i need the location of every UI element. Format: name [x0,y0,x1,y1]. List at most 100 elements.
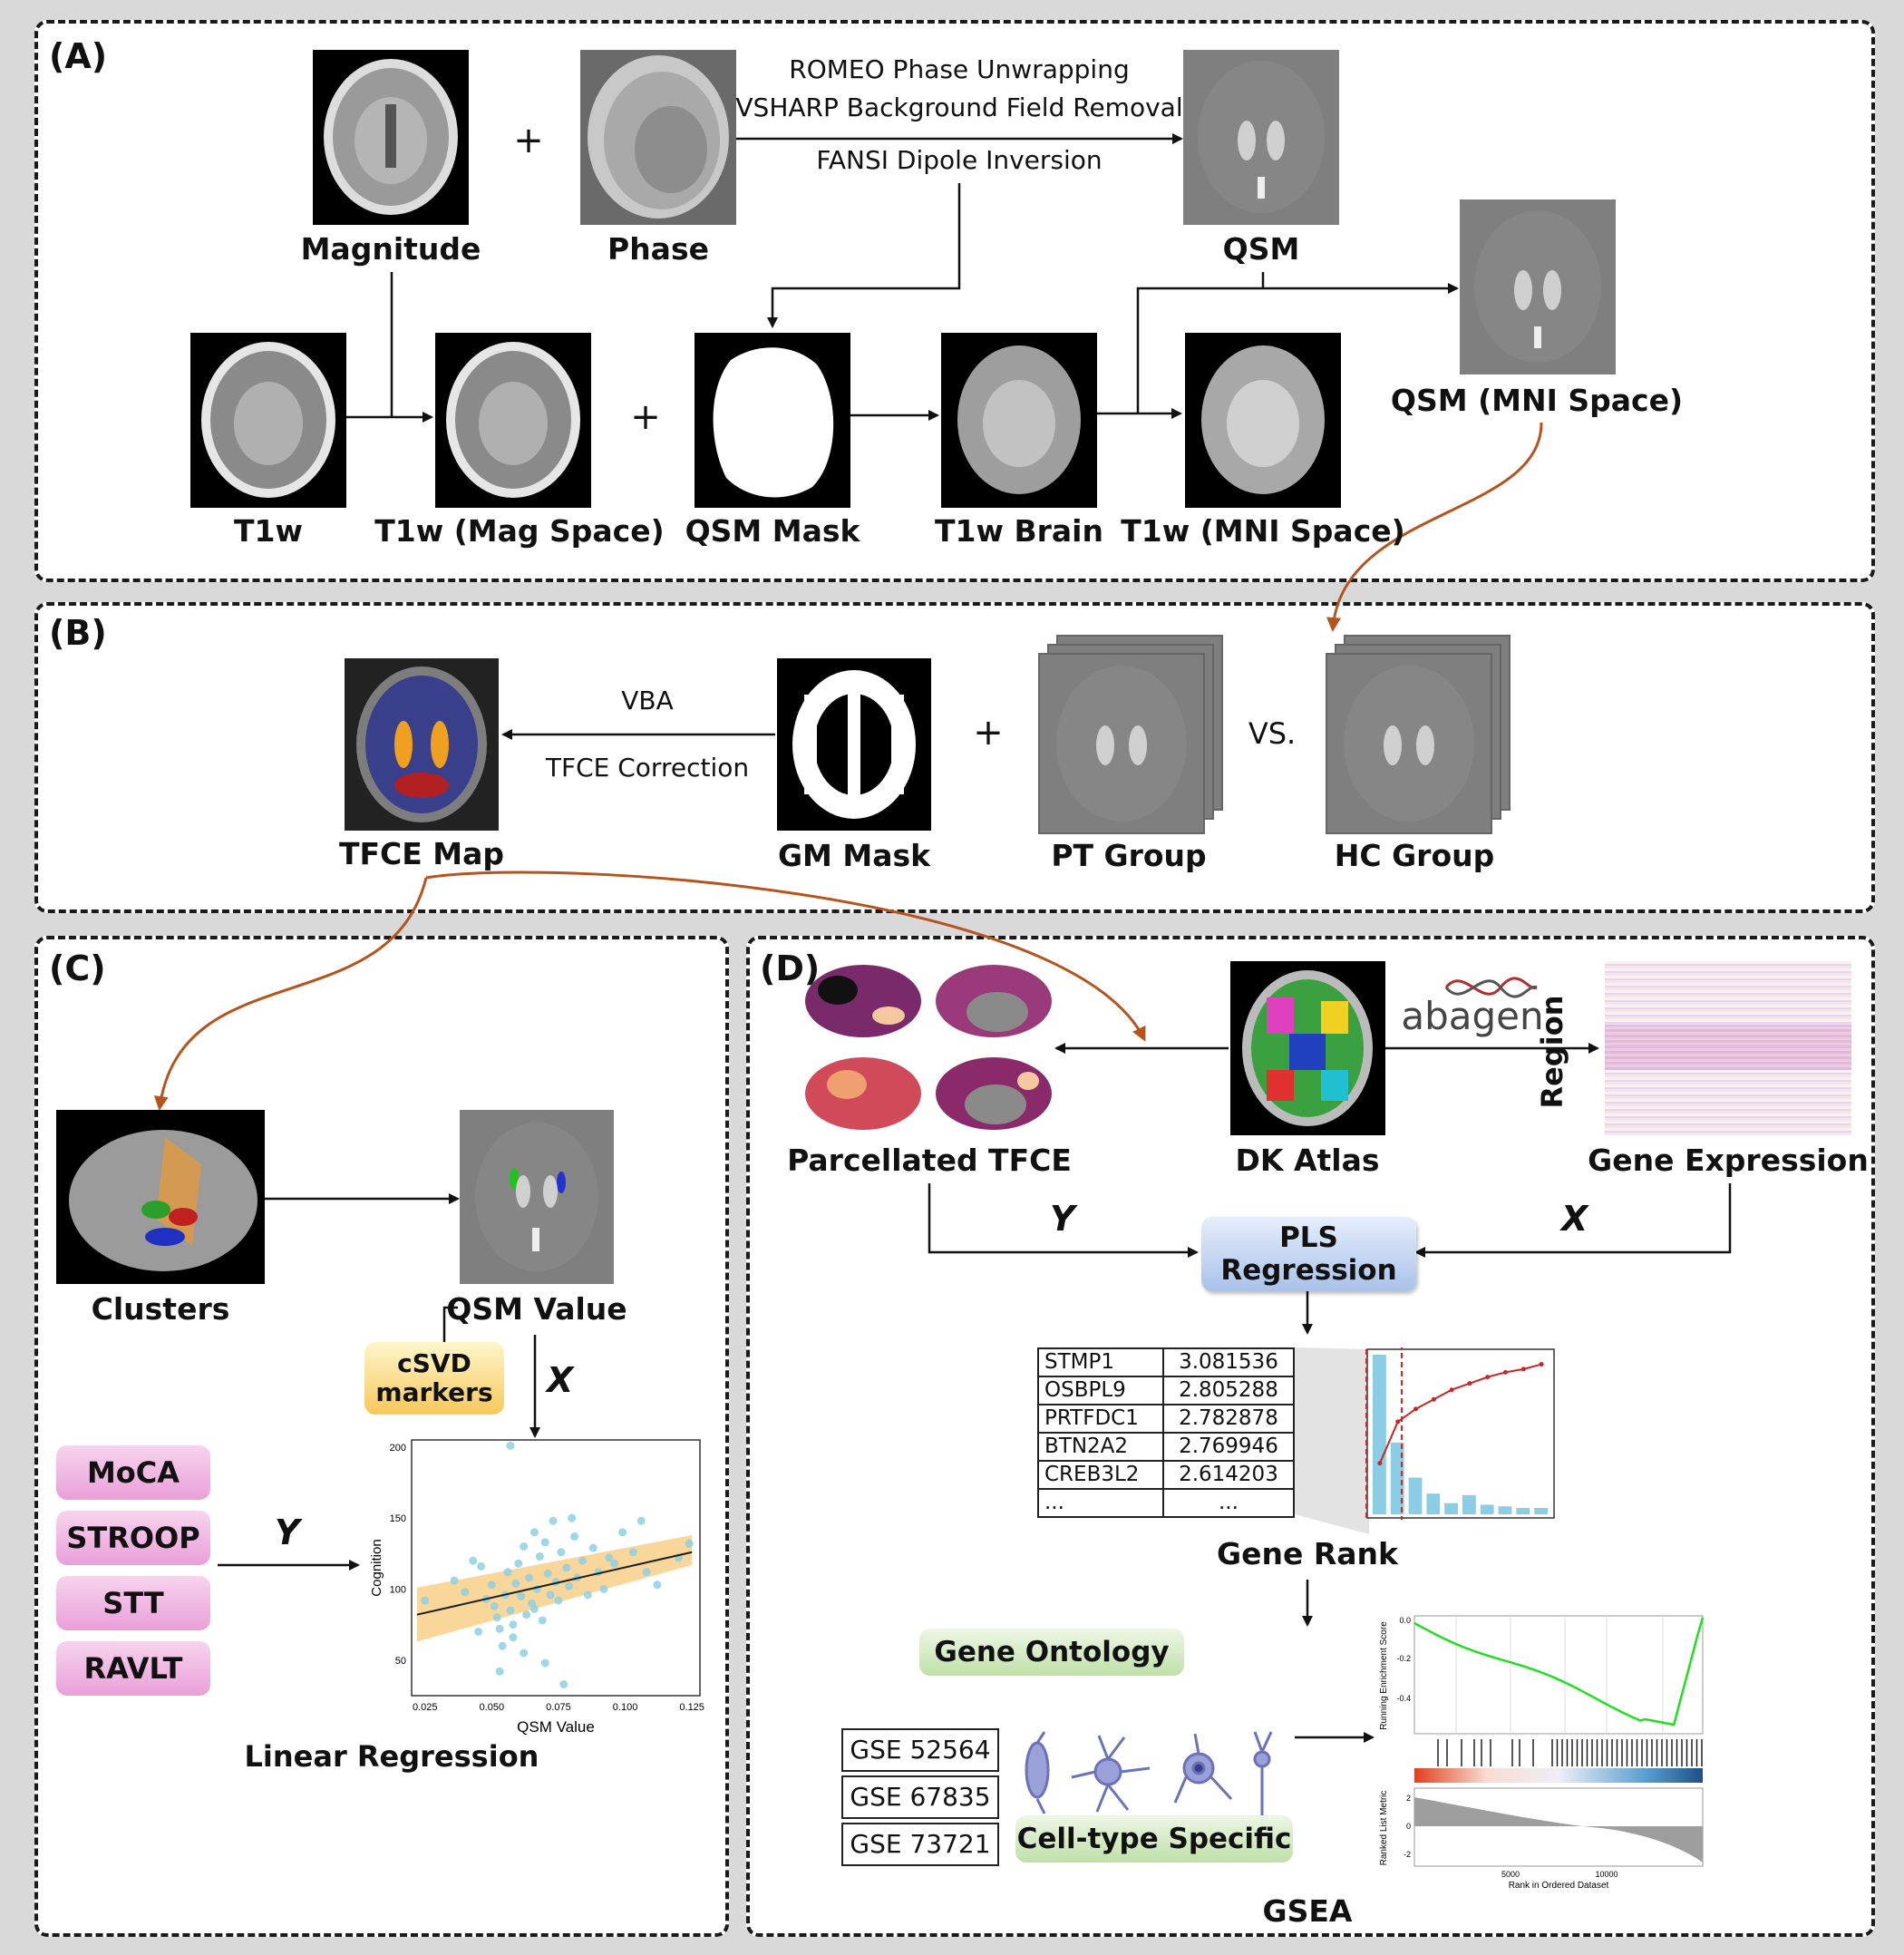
test-pill-stroop: STROOP [56,1511,210,1565]
test-label-ravlt: RAVLT [83,1651,183,1686]
gene-rank-bar [1390,1442,1404,1514]
dk-atlas-caption: DK Atlas [1235,1143,1380,1178]
vs-label: VS. [1248,716,1297,751]
t1w-mag-image [435,333,591,508]
scatter-point [517,1591,526,1600]
panel-c [34,936,729,1937]
test-pill-moca: MoCA [56,1445,210,1500]
cell-type-specific-pill: Cell-type Specific [1015,1815,1293,1863]
cumulative-point [1467,1381,1472,1386]
step-fansi: FANSI Dipole Inversion [816,145,1103,175]
gene-name-cell: PRTFDC1 [1037,1404,1164,1434]
tfce-correction-label: TFCE Correction [545,753,750,783]
scatter-xtick: 0.075 [546,1702,571,1713]
gsea-ytick-bottom-2: -2 [1404,1850,1411,1859]
neuron-icon [1253,1731,1273,1821]
scatter-xtick: 0.025 [413,1702,438,1713]
scatter-point [610,1559,619,1568]
scatter-point [653,1581,662,1590]
brain-lateral-left [805,965,921,1037]
gene-table-row: CREB3L2 2.614203 [1037,1460,1296,1490]
gene-expression-caption: Gene Expression [1588,1143,1869,1178]
scatter-point [469,1556,478,1565]
gsea-ytick-top-0: 0.0 [1399,1616,1411,1625]
scatter-point [506,1441,515,1450]
gene-rank-caption: Gene Rank [1217,1536,1398,1571]
parcellated-tfce-image [805,965,1052,1130]
hc-group-image [1326,653,1492,834]
cumulative-point [1449,1387,1454,1393]
scatter-point [599,1585,608,1593]
gene-rank-bar [1516,1507,1530,1514]
scatter-point [578,1556,587,1565]
gene-rank-chart [1365,1347,1555,1520]
gse-box-52564: GSE 52564 [841,1728,999,1772]
gsea-caption: GSEA [1262,1893,1353,1929]
qsm-value-caption: QSM Value [446,1291,627,1327]
scatter-point [605,1553,614,1562]
scatter-point [565,1581,574,1590]
gene-rank-bar [1444,1503,1458,1514]
tfce-map-caption: TFCE Map [338,836,505,871]
scatter-point [535,1551,544,1561]
scatter-point [529,1604,539,1613]
qsm-caption: QSM [1222,231,1300,267]
cumulative-point [1539,1362,1544,1367]
t1w-caption: T1w [234,513,303,549]
t1w-brain-image [941,333,1097,508]
gsea-rank-colorbar [1414,1768,1703,1783]
scatter-point [588,1543,597,1552]
scatter-point [514,1559,523,1568]
scatter-xtick: 0.100 [613,1702,638,1713]
cumulative-point [1413,1406,1418,1412]
gsea-xlabel: Rank in Ordered Dataset [1509,1881,1609,1891]
cumulative-point [1520,1367,1526,1372]
scatter-point [557,1548,566,1557]
gse-box-73721: GSE 73721 [841,1823,999,1866]
scatter-point [525,1573,534,1582]
scatter-point [474,1628,483,1636]
scatter-point [506,1606,515,1615]
plus-sign-a1: + [513,120,544,161]
gene-rank-bar [1498,1506,1512,1514]
scatter-point [568,1513,577,1522]
scatter-point [549,1516,558,1525]
pt-group-caption: PT Group [1051,838,1207,873]
oligodendrocyte-icon [1173,1733,1233,1804]
gm-mask-caption: GM Mask [777,838,931,873]
scatter-point [477,1561,486,1571]
scatter-xtick: 0.050 [480,1702,505,1713]
top-gene-highlight [1365,1347,1403,1520]
gene-rank-bar [1462,1494,1476,1514]
gene-name-cell: CREB3L2 [1037,1460,1164,1490]
pt-group-image [1038,653,1205,834]
qsm-mni-caption: QSM (MNI Space) [1390,383,1684,418]
gsea-es-area [1413,1615,1704,1735]
scatter-point [503,1568,512,1577]
brain-lateral-right [805,1057,921,1130]
confidence-band [416,1534,693,1642]
scatter-point [495,1624,504,1633]
scatter-ylabel: Cognition [369,1539,384,1596]
phase-caption: Phase [607,231,709,267]
regression-scatter-chart: 0.025 0.050 0.075 0.100 0.125 50 100 150 200 QSM… [369,1439,704,1736]
cumulative-point [1485,1375,1491,1380]
gene-rank-bar [1373,1355,1386,1514]
gene-ontology-label: Gene Ontology [934,1636,1170,1668]
hc-group-caption: HC Group [1334,838,1495,873]
test-label-stroop: STROOP [66,1521,200,1555]
scatter-ytick: 150 [390,1513,406,1524]
test-label-stt: STT [102,1586,164,1620]
scatter-point [636,1516,646,1525]
gsea-ytick-top-2: -0.4 [1396,1694,1411,1703]
gsea-ylabel-bottom: Ranked List Metric [1379,1791,1389,1866]
scatter-point [562,1563,571,1572]
astrocyte-icon [1071,1735,1151,1813]
cumulative-point [1431,1396,1436,1402]
panel-label-c: (C) [49,948,106,988]
gene-rank-bar [1534,1507,1548,1514]
regression-line [416,1551,693,1616]
scatter-point [543,1569,552,1578]
pls-regression-box: PLS Regression [1201,1217,1416,1291]
